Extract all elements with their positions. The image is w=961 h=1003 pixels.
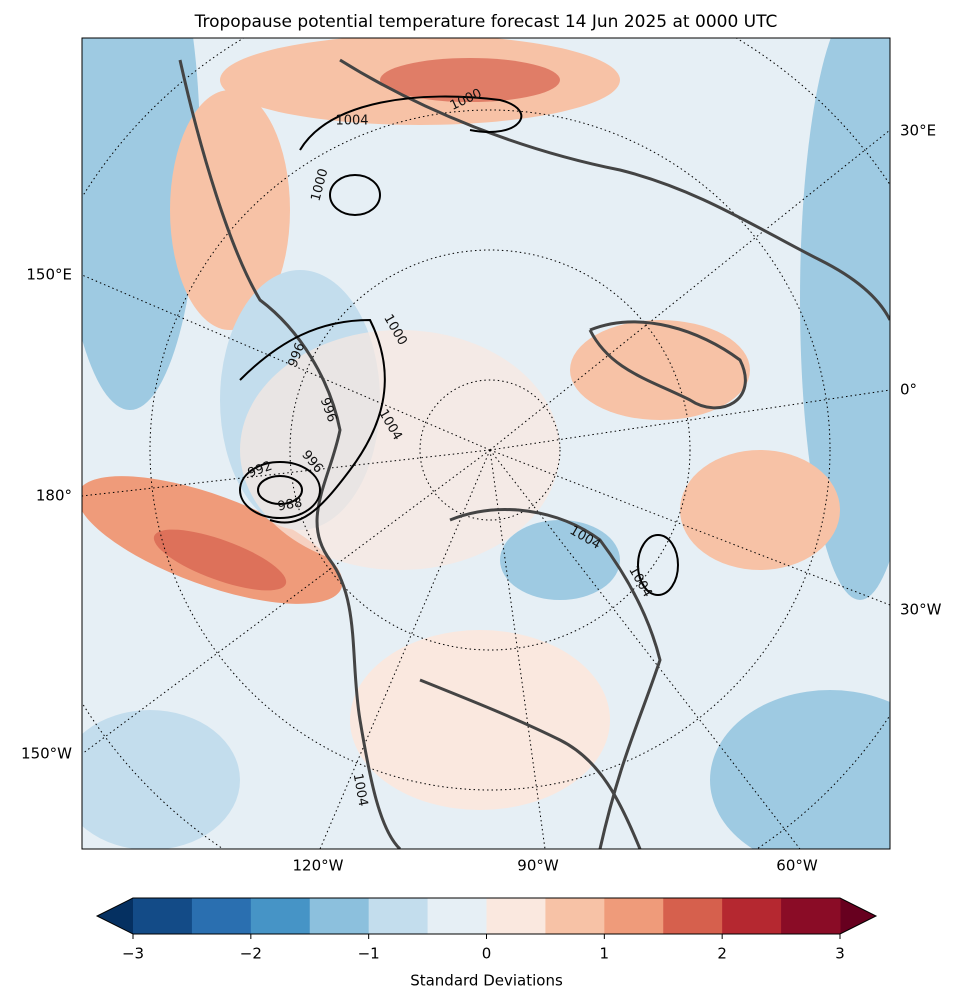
colorbar-tick-label: −1: [358, 945, 380, 963]
colorbar-tick-label: 0: [482, 945, 492, 963]
colorbar: −3 −2 −1 0 1 2 3 Standard Deviations: [95, 897, 878, 990]
colorbar-segment: [250, 898, 311, 934]
colorbar-segment: [133, 898, 193, 934]
colorbar-tick-label: 2: [717, 945, 727, 963]
colorbar-segment: [545, 898, 605, 934]
colorbar-segment: [604, 898, 664, 934]
colorbar-segment: [781, 898, 841, 934]
colorbar-label: Standard Deviations: [410, 972, 563, 990]
longitude-label: 30°E: [900, 122, 936, 140]
colorbar-segment: [663, 898, 723, 934]
longitude-label: 180°: [36, 487, 72, 505]
colorbar-segment: [368, 898, 429, 934]
contour-label: 1004: [335, 114, 368, 129]
longitude-label: 90°W: [517, 857, 559, 875]
longitude-label: 150°E: [26, 266, 72, 284]
colorbar-tick-label: −2: [240, 945, 262, 963]
contour-label: 1004: [350, 772, 371, 807]
colorbar-segment: [309, 898, 370, 934]
colorbar-segment: [427, 898, 487, 934]
map-frame: [81, 37, 891, 850]
map-field: [82, 38, 890, 849]
map-title: Tropopause potential temperature forecas…: [194, 12, 778, 32]
colorbar-segment: [486, 898, 546, 934]
longitude-label: 0°: [900, 381, 917, 399]
colorbar-extend-under: [97, 898, 133, 934]
longitude-label: 30°W: [900, 601, 942, 619]
colorbar-segment: [191, 898, 252, 934]
colorbar-tick-label: 3: [835, 945, 845, 963]
colorbar-tick-label: 1: [600, 945, 610, 963]
longitude-label: 120°W: [293, 857, 344, 875]
contour-label: 988: [276, 495, 303, 514]
longitude-label: 60°W: [776, 857, 818, 875]
colorbar-extend-over: [840, 898, 876, 934]
longitude-label: 150°W: [21, 745, 72, 763]
colorbar-segment: [722, 898, 782, 934]
colorbar-tick-label: −3: [122, 945, 144, 963]
